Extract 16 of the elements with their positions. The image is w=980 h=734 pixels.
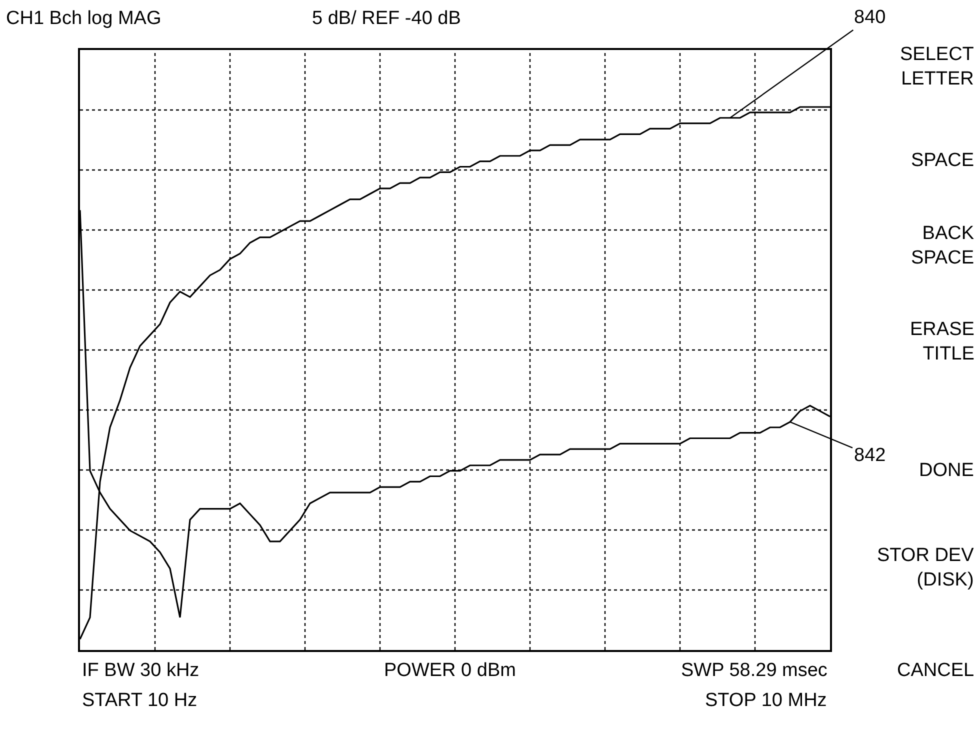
text: ERASE TITLE bbox=[910, 319, 974, 365]
text: SPACE bbox=[911, 150, 974, 171]
chart-subtitle: 5 dB/ REF -40 dB bbox=[312, 8, 461, 29]
text: SELECT LETTER bbox=[900, 44, 974, 90]
text: STOR DEV (DISK) bbox=[877, 545, 974, 591]
series-label: 842 bbox=[854, 445, 886, 466]
text: START 10 Hz bbox=[82, 690, 198, 711]
text: STOP 10 MHz bbox=[705, 690, 827, 711]
text: 840 bbox=[854, 7, 886, 28]
text: SWP 58.29 msec bbox=[681, 660, 828, 681]
chart-title: CH1 Bch log MAG bbox=[6, 8, 162, 29]
text: CANCEL bbox=[897, 660, 974, 681]
text: DONE bbox=[919, 460, 974, 481]
text: IF BW 30 kHz bbox=[82, 660, 200, 681]
text: POWER 0 dBm bbox=[384, 660, 516, 681]
text: BACK SPACE bbox=[911, 223, 974, 269]
